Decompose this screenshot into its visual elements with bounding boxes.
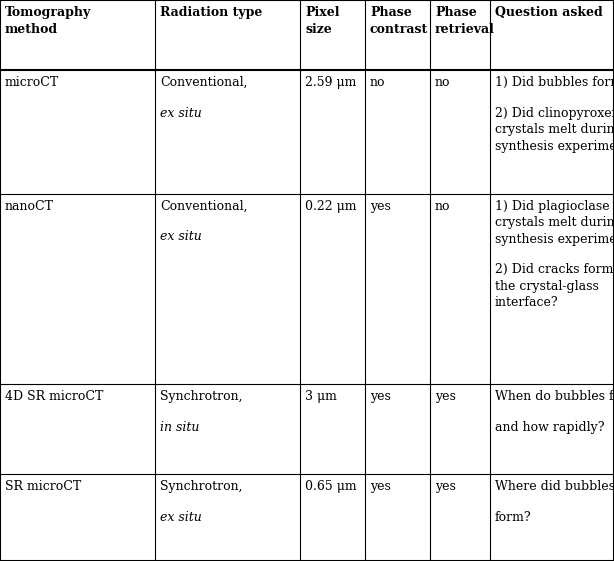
Text: method: method — [5, 22, 58, 35]
Text: microCT: microCT — [5, 76, 59, 89]
Text: no: no — [370, 76, 386, 89]
Text: crystals melt during: crystals melt during — [495, 123, 614, 136]
Text: form?: form? — [495, 511, 532, 523]
Text: contrast: contrast — [370, 22, 428, 35]
Text: Question asked: Question asked — [495, 6, 603, 19]
Text: size: size — [305, 22, 332, 35]
Text: yes: yes — [370, 480, 391, 493]
Text: the crystal-glass: the crystal-glass — [495, 280, 599, 293]
Text: ex situ: ex situ — [160, 230, 202, 243]
Text: Tomography: Tomography — [5, 6, 91, 19]
Text: 1) Did bubbles form?: 1) Did bubbles form? — [495, 76, 614, 89]
Text: interface?: interface? — [495, 296, 559, 310]
Text: 0.22 μm: 0.22 μm — [305, 200, 357, 213]
Text: Pixel: Pixel — [305, 6, 340, 19]
Text: crystals melt during: crystals melt during — [495, 216, 614, 229]
Text: no: no — [435, 76, 451, 89]
Text: yes: yes — [435, 480, 456, 493]
Text: ex situ: ex situ — [160, 107, 202, 119]
Text: no: no — [435, 200, 451, 213]
Text: Conventional,: Conventional, — [160, 76, 247, 89]
Text: 0.65 μm: 0.65 μm — [305, 480, 357, 493]
Text: and how rapidly?: and how rapidly? — [495, 421, 605, 434]
Text: Conventional,: Conventional, — [160, 200, 247, 213]
Text: When do bubbles form: When do bubbles form — [495, 390, 614, 403]
Text: 3 μm: 3 μm — [305, 390, 337, 403]
Text: 2) Did cracks form at: 2) Did cracks form at — [495, 263, 614, 277]
Text: ex situ: ex situ — [160, 511, 202, 523]
Text: retrieval: retrieval — [435, 22, 495, 35]
Text: Phase: Phase — [370, 6, 412, 19]
Text: in situ: in situ — [160, 421, 200, 434]
Text: yes: yes — [370, 200, 391, 213]
Text: Where did bubbles: Where did bubbles — [495, 480, 614, 493]
Text: 4D SR microCT: 4D SR microCT — [5, 390, 103, 403]
Text: SR microCT: SR microCT — [5, 480, 81, 493]
Text: yes: yes — [370, 390, 391, 403]
Text: nanoCT: nanoCT — [5, 200, 54, 213]
Text: yes: yes — [435, 390, 456, 403]
Text: Synchrotron,: Synchrotron, — [160, 480, 243, 493]
Text: synthesis experiments?: synthesis experiments? — [495, 140, 614, 153]
Text: 2.59 μm: 2.59 μm — [305, 76, 356, 89]
Text: synthesis experiments?: synthesis experiments? — [495, 233, 614, 246]
Text: Synchrotron,: Synchrotron, — [160, 390, 243, 403]
Text: 2) Did clinopyroxene: 2) Did clinopyroxene — [495, 107, 614, 119]
Text: Radiation type: Radiation type — [160, 6, 262, 19]
Text: 1) Did plagioclase: 1) Did plagioclase — [495, 200, 610, 213]
Text: Phase: Phase — [435, 6, 476, 19]
